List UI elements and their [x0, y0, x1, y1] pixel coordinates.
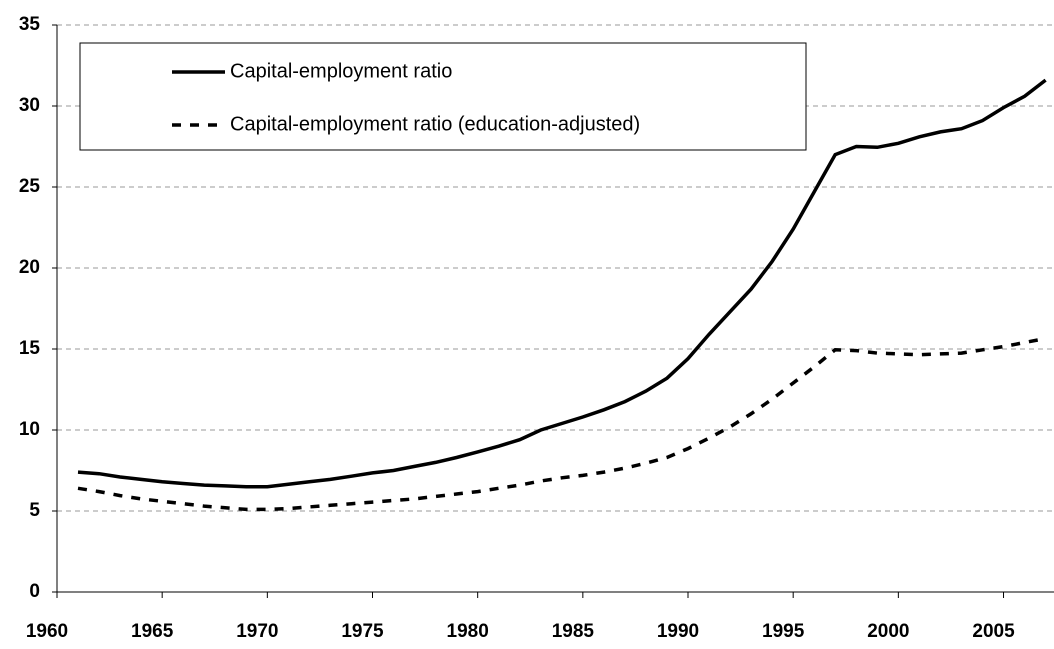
line — [77, 336, 1046, 512]
legend-label: Capital-employment ratio — [230, 60, 452, 82]
x-tick-label: 2005 — [972, 621, 1015, 642]
y-tick-label: 20 — [19, 257, 40, 278]
y-tick-label: 30 — [19, 95, 40, 116]
y-tick-label: 10 — [19, 419, 40, 440]
x-tick-label: 2000 — [867, 621, 909, 642]
y-tick-label: 25 — [19, 176, 41, 197]
x-tick-label: 1985 — [552, 621, 595, 642]
x-tick-label: 1960 — [26, 621, 68, 642]
line — [77, 78, 1047, 489]
y-tick-label: 0 — [29, 581, 40, 602]
legend-box — [79, 42, 807, 151]
y-tick-label: 5 — [29, 500, 40, 521]
x-tick-label: 1990 — [657, 621, 699, 642]
x-tick-label: 1975 — [341, 621, 384, 642]
y-tick-label: 15 — [19, 338, 41, 359]
legend-label: Capital-employment ratio (education-adju… — [230, 113, 640, 135]
y-tick-label: 35 — [19, 14, 41, 35]
x-tick-label: 1965 — [131, 621, 174, 642]
x-tick-label: 1995 — [762, 621, 805, 642]
x-tick-label: 1980 — [447, 621, 489, 642]
x-tick-label: 1970 — [236, 621, 278, 642]
